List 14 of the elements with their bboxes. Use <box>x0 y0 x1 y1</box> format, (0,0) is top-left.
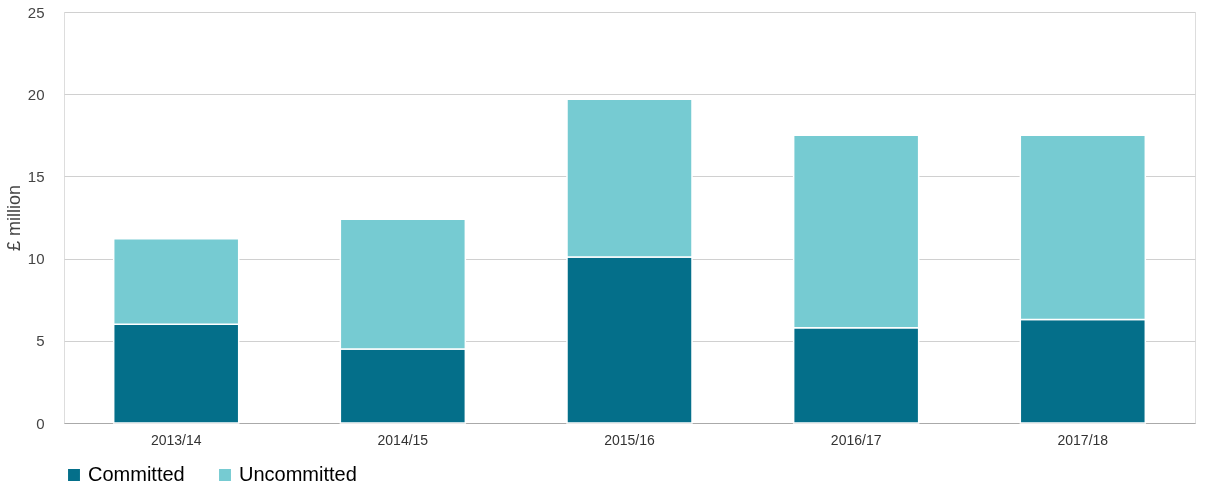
x-tick-label: 2017/18 <box>1057 431 1109 448</box>
x-tick-label: 2014/15 <box>377 431 429 448</box>
y-axis-title: £ million <box>3 184 24 252</box>
y-tick-label: 25 <box>27 3 45 21</box>
y-tick-label: 20 <box>27 85 45 103</box>
x-tick-label: 2013/14 <box>150 431 202 448</box>
legend-label: Uncommitted <box>239 463 357 485</box>
y-tick-label: 15 <box>27 167 45 185</box>
x-tick-label: 2016/17 <box>830 431 882 448</box>
legend-label: Committed <box>88 463 185 485</box>
y-tick-label: 5 <box>36 332 45 350</box>
x-tick-label: 2015/16 <box>604 431 656 448</box>
y-tick-label: 0 <box>36 414 45 432</box>
y-tick-label: 10 <box>27 250 45 268</box>
